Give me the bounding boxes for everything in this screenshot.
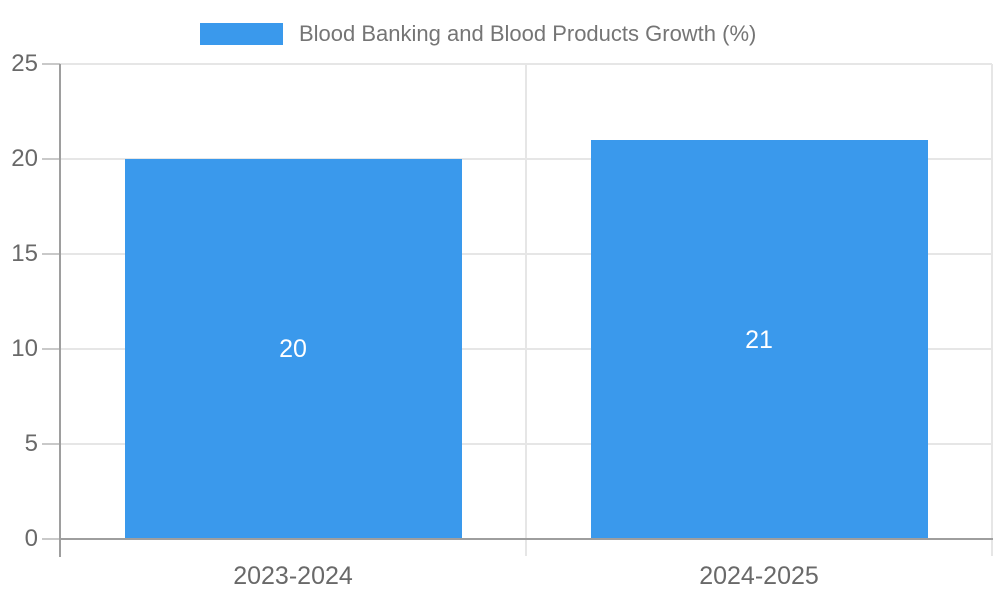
x-axis-tick-label: 2024-2025 — [699, 562, 819, 590]
bar[interactable] — [125, 159, 462, 538]
y-axis-tick-label: 0 — [24, 525, 38, 552]
y-axis-line — [59, 64, 61, 557]
y-axis-tick — [42, 538, 60, 540]
gridline-vertical — [991, 64, 993, 556]
legend-swatch — [200, 23, 283, 45]
legend-label: Blood Banking and Blood Products Growth … — [299, 21, 757, 46]
y-axis-tick-label: 20 — [11, 145, 38, 172]
y-axis-tick-label: 15 — [11, 240, 38, 267]
y-axis-tick — [42, 348, 60, 350]
bar-value-label: 20 — [279, 335, 307, 363]
x-axis-line — [59, 538, 993, 540]
chart-legend[interactable]: Blood Banking and Blood Products Growth … — [200, 21, 756, 47]
y-axis-tick — [42, 63, 60, 65]
gridline-vertical — [525, 64, 527, 556]
y-axis-tick-label: 5 — [24, 430, 38, 457]
y-axis-tick-label: 25 — [11, 50, 38, 77]
y-axis-tick-label: 10 — [11, 335, 38, 362]
y-axis-tick — [42, 158, 60, 160]
y-axis-tick — [42, 253, 60, 255]
x-axis-tick-label: 2023-2024 — [233, 562, 353, 590]
bar[interactable] — [591, 140, 928, 538]
y-axis-tick — [42, 443, 60, 445]
bar-value-label: 21 — [745, 326, 773, 354]
